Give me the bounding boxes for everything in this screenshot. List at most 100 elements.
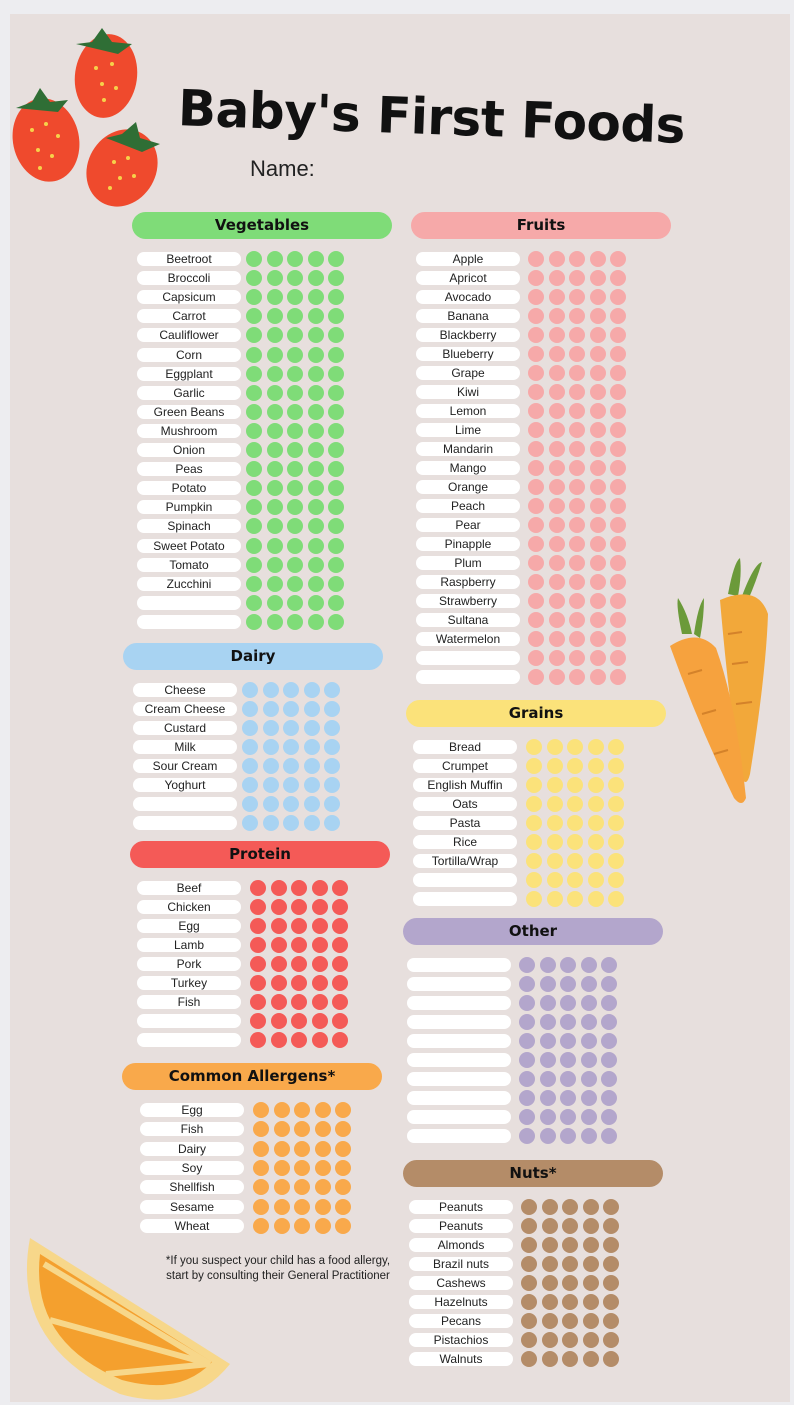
tracking-dot[interactable] bbox=[587, 758, 604, 774]
blank-food-field[interactable] bbox=[407, 1129, 511, 1143]
tracking-dot[interactable] bbox=[246, 346, 262, 363]
tracking-dot[interactable] bbox=[601, 1052, 617, 1068]
tracking-dot[interactable] bbox=[560, 976, 576, 992]
tracking-dot[interactable] bbox=[589, 650, 606, 666]
tracking-dot[interactable] bbox=[603, 1218, 619, 1234]
tracking-dot[interactable] bbox=[589, 270, 606, 286]
tracking-dot[interactable] bbox=[328, 613, 344, 630]
tracking-dot[interactable] bbox=[250, 994, 266, 1010]
tracking-dot[interactable] bbox=[546, 739, 563, 755]
tracking-dot[interactable] bbox=[283, 720, 299, 736]
tracking-dot[interactable] bbox=[567, 796, 583, 812]
tracking-dot[interactable] bbox=[519, 1071, 535, 1087]
tracking-dot[interactable] bbox=[291, 918, 307, 934]
tracking-dot[interactable] bbox=[253, 1217, 269, 1234]
tracking-dot[interactable] bbox=[562, 1313, 578, 1329]
tracking-dot[interactable] bbox=[291, 880, 307, 896]
tracking-dot[interactable] bbox=[546, 758, 563, 774]
tracking-dot[interactable] bbox=[528, 460, 544, 476]
tracking-dot[interactable] bbox=[266, 537, 283, 554]
blank-food-field[interactable] bbox=[407, 1072, 511, 1086]
tracking-dot[interactable] bbox=[539, 1014, 556, 1030]
tracking-dot[interactable] bbox=[560, 1071, 576, 1087]
tracking-dot[interactable] bbox=[539, 1090, 556, 1106]
tracking-dot[interactable] bbox=[246, 384, 262, 401]
tracking-dot[interactable] bbox=[582, 1218, 599, 1234]
tracking-dot[interactable] bbox=[332, 918, 348, 934]
tracking-dot[interactable] bbox=[266, 442, 283, 458]
tracking-dot[interactable] bbox=[266, 384, 283, 401]
tracking-dot[interactable] bbox=[608, 834, 624, 850]
tracking-dot[interactable] bbox=[582, 1275, 599, 1291]
tracking-dot[interactable] bbox=[521, 1351, 537, 1367]
tracking-dot[interactable] bbox=[287, 499, 303, 516]
tracking-dot[interactable] bbox=[589, 251, 606, 267]
tracking-dot[interactable] bbox=[294, 1102, 310, 1118]
tracking-dot[interactable] bbox=[528, 308, 544, 324]
tracking-dot[interactable] bbox=[328, 556, 344, 573]
tracking-dot[interactable] bbox=[601, 995, 617, 1011]
tracking-dot[interactable] bbox=[539, 1033, 556, 1049]
tracking-dot[interactable] bbox=[283, 815, 299, 831]
tracking-dot[interactable] bbox=[548, 517, 565, 533]
tracking-dot[interactable] bbox=[521, 1256, 537, 1272]
tracking-dot[interactable] bbox=[250, 918, 266, 934]
tracking-dot[interactable] bbox=[582, 1332, 599, 1348]
tracking-dot[interactable] bbox=[589, 384, 606, 400]
tracking-dot[interactable] bbox=[610, 308, 626, 324]
tracking-dot[interactable] bbox=[562, 1218, 578, 1234]
tracking-dot[interactable] bbox=[528, 498, 544, 514]
tracking-dot[interactable] bbox=[262, 777, 279, 793]
tracking-dot[interactable] bbox=[266, 346, 283, 363]
tracking-dot[interactable] bbox=[610, 270, 626, 286]
tracking-dot[interactable] bbox=[335, 1102, 351, 1118]
tracking-dot[interactable] bbox=[546, 853, 563, 869]
tracking-dot[interactable] bbox=[266, 499, 283, 516]
tracking-dot[interactable] bbox=[528, 650, 544, 666]
tracking-dot[interactable] bbox=[569, 289, 585, 305]
tracking-dot[interactable] bbox=[246, 537, 262, 554]
tracking-dot[interactable] bbox=[283, 682, 299, 698]
tracking-dot[interactable] bbox=[287, 289, 303, 306]
tracking-dot[interactable] bbox=[601, 1128, 617, 1144]
tracking-dot[interactable] bbox=[562, 1294, 578, 1310]
tracking-dot[interactable] bbox=[603, 1199, 619, 1215]
tracking-dot[interactable] bbox=[270, 956, 287, 972]
tracking-dot[interactable] bbox=[587, 796, 604, 812]
tracking-dot[interactable] bbox=[548, 631, 565, 647]
tracking-dot[interactable] bbox=[287, 480, 303, 497]
tracking-dot[interactable] bbox=[266, 461, 283, 478]
tracking-dot[interactable] bbox=[242, 701, 258, 717]
tracking-dot[interactable] bbox=[528, 441, 544, 457]
tracking-dot[interactable] bbox=[307, 499, 324, 516]
tracking-dot[interactable] bbox=[266, 289, 283, 306]
tracking-dot[interactable] bbox=[528, 479, 544, 495]
tracking-dot[interactable] bbox=[294, 1198, 310, 1215]
tracking-dot[interactable] bbox=[253, 1159, 269, 1176]
tracking-dot[interactable] bbox=[560, 1014, 576, 1030]
tracking-dot[interactable] bbox=[246, 251, 262, 267]
tracking-dot[interactable] bbox=[246, 575, 262, 592]
tracking-dot[interactable] bbox=[610, 555, 626, 571]
blank-food-field[interactable] bbox=[133, 816, 237, 830]
tracking-dot[interactable] bbox=[548, 403, 565, 419]
tracking-dot[interactable] bbox=[569, 650, 585, 666]
tracking-dot[interactable] bbox=[589, 574, 606, 590]
tracking-dot[interactable] bbox=[546, 834, 563, 850]
tracking-dot[interactable] bbox=[608, 891, 624, 907]
tracking-dot[interactable] bbox=[332, 899, 348, 915]
tracking-dot[interactable] bbox=[287, 575, 303, 592]
tracking-dot[interactable] bbox=[328, 346, 344, 363]
tracking-dot[interactable] bbox=[610, 631, 626, 647]
tracking-dot[interactable] bbox=[519, 1090, 535, 1106]
tracking-dot[interactable] bbox=[246, 442, 262, 458]
tracking-dot[interactable] bbox=[519, 1033, 535, 1049]
tracking-dot[interactable] bbox=[519, 995, 535, 1011]
tracking-dot[interactable] bbox=[569, 593, 585, 609]
tracking-dot[interactable] bbox=[610, 460, 626, 476]
tracking-dot[interactable] bbox=[307, 594, 324, 611]
tracking-dot[interactable] bbox=[548, 270, 565, 286]
blank-food-field[interactable] bbox=[407, 1110, 511, 1124]
tracking-dot[interactable] bbox=[526, 853, 542, 869]
tracking-dot[interactable] bbox=[311, 899, 328, 915]
